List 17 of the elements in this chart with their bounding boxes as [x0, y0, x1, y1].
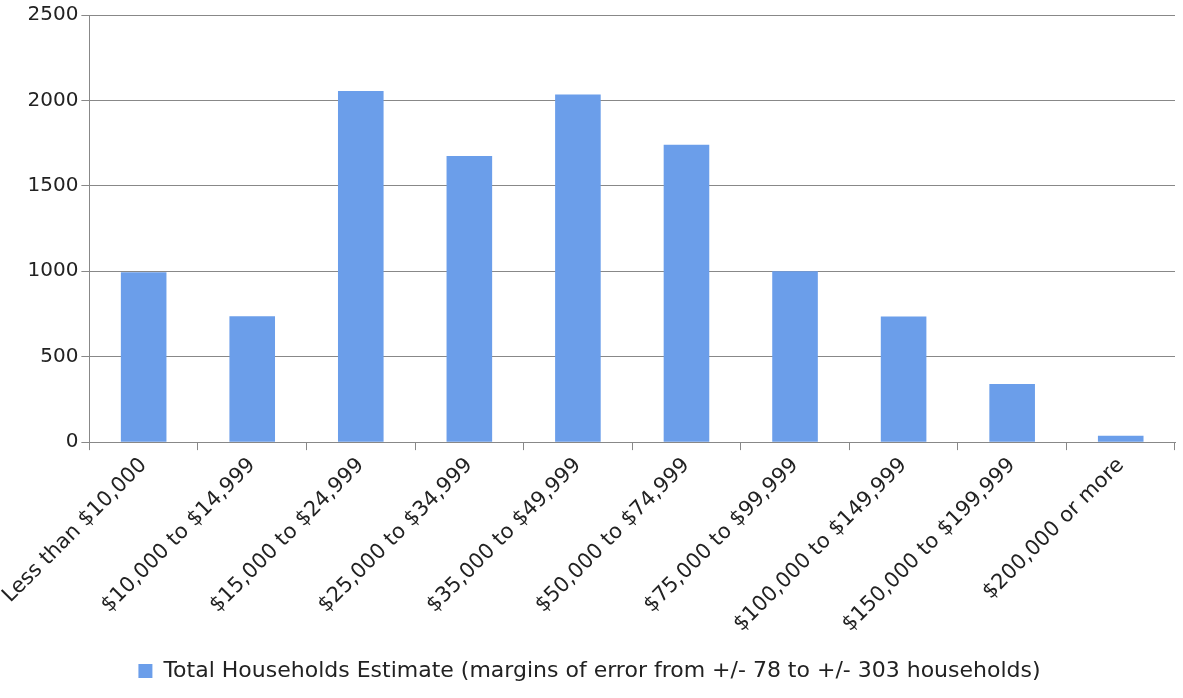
y-tick-label: 2000 — [27, 86, 79, 111]
bar — [446, 155, 493, 442]
y-tick-label: 1000 — [27, 257, 79, 282]
bar — [1097, 435, 1144, 442]
bar — [880, 316, 927, 442]
legend-label: Total Households Estimate (margins of error from +/- 78 to +/- 303 households) — [162, 656, 1041, 682]
y-tick-label: 2500 — [27, 1, 79, 26]
bar — [229, 316, 276, 442]
bar — [663, 144, 710, 442]
bar — [120, 272, 167, 442]
bar — [989, 384, 1035, 442]
y-tick-label: 500 — [40, 342, 79, 367]
bar — [772, 271, 818, 442]
y-tick-label: 0 — [65, 428, 79, 453]
y-tick-label: 1500 — [27, 172, 79, 197]
bar — [337, 91, 384, 442]
bar — [555, 94, 601, 442]
